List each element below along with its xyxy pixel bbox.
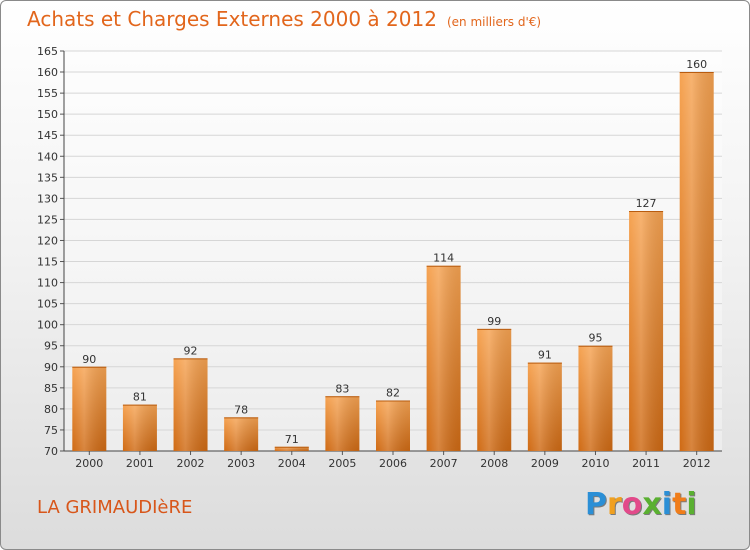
logo-letter: i bbox=[661, 487, 673, 522]
logo-letter: t bbox=[672, 487, 687, 522]
y-tick-label: 75 bbox=[44, 424, 58, 437]
proxiti-logo[interactable]: Proxiti bbox=[585, 487, 697, 522]
x-tick-label: 2010 bbox=[581, 457, 609, 470]
logo-letter: x bbox=[642, 487, 662, 522]
y-tick-label: 85 bbox=[44, 382, 58, 395]
bar-sheen-2009 bbox=[527, 362, 562, 451]
x-tick-label: 2001 bbox=[126, 457, 154, 470]
bar-sheen-2004 bbox=[274, 446, 309, 451]
y-tick-label: 100 bbox=[37, 319, 58, 332]
y-tick-label: 125 bbox=[37, 213, 58, 226]
data-label-2003: 78 bbox=[234, 403, 248, 416]
data-label-2008: 99 bbox=[487, 315, 501, 328]
logo-letter: i bbox=[686, 487, 697, 522]
data-label-2011: 127 bbox=[636, 197, 657, 210]
y-tick-label: 150 bbox=[37, 108, 58, 121]
bar-sheen-2003 bbox=[224, 417, 259, 451]
chart-title: Achats et Charges Externes 2000 à 2012 (e… bbox=[27, 7, 541, 31]
x-tick-label: 2005 bbox=[328, 457, 356, 470]
y-tick-label: 140 bbox=[37, 150, 58, 163]
bar-sheen-2002 bbox=[173, 358, 208, 451]
x-tick-label: 2007 bbox=[430, 457, 458, 470]
bar-sheen-2007 bbox=[426, 265, 461, 451]
x-tick-label: 2012 bbox=[683, 457, 711, 470]
y-tick-label: 145 bbox=[37, 129, 58, 142]
y-tick-label: 115 bbox=[37, 256, 58, 269]
bar-sheen-2011 bbox=[629, 211, 664, 451]
data-label-2002: 92 bbox=[184, 344, 198, 357]
data-label-2006: 82 bbox=[386, 386, 400, 399]
y-tick-label: 130 bbox=[37, 192, 58, 205]
y-tick-label: 80 bbox=[44, 403, 58, 416]
data-label-2012: 160 bbox=[686, 58, 707, 71]
x-tick-label: 2000 bbox=[75, 457, 103, 470]
bar-sheen-2006 bbox=[376, 400, 410, 451]
chart-subtitle: (en milliers d'€) bbox=[446, 15, 542, 29]
data-label-2009: 91 bbox=[538, 349, 552, 362]
bar-sheen-2010 bbox=[578, 345, 613, 451]
y-tick-label: 160 bbox=[37, 66, 58, 79]
y-tick-label: 120 bbox=[37, 234, 58, 247]
data-label-2005: 83 bbox=[335, 382, 349, 395]
y-tick-label: 155 bbox=[37, 87, 58, 100]
x-tick-label: 2006 bbox=[379, 457, 407, 470]
data-labels: 90 81 92 78 71 83 82 114 99 91 95 127 160 bbox=[82, 58, 707, 446]
data-label-2000: 90 bbox=[82, 353, 96, 366]
commune-name: LA GRIMAUDIèRE bbox=[37, 497, 193, 518]
logo-letter: o bbox=[621, 487, 643, 522]
logo-letter: r bbox=[607, 487, 622, 522]
bars bbox=[72, 72, 714, 451]
bar-sheen-2005 bbox=[325, 396, 360, 451]
bar-sheen-2008 bbox=[477, 328, 512, 451]
y-tick-label: 90 bbox=[44, 361, 58, 374]
y-tick-label: 70 bbox=[44, 445, 58, 458]
x-tick-label: 2002 bbox=[177, 457, 205, 470]
y-tick-label: 105 bbox=[37, 298, 58, 311]
x-tick-label: 2009 bbox=[531, 457, 559, 470]
chart-title-text: Achats et Charges Externes 2000 à 2012 bbox=[27, 7, 437, 31]
data-label-2001: 81 bbox=[133, 391, 147, 404]
y-tick-label: 110 bbox=[37, 277, 58, 290]
bar-sheen-2001 bbox=[122, 404, 157, 451]
x-tick-label: 2003 bbox=[227, 457, 255, 470]
bar-sheen-2012 bbox=[679, 72, 714, 451]
x-tick-label: 2008 bbox=[480, 457, 508, 470]
data-label-2007: 114 bbox=[433, 252, 454, 265]
axes: 70 75 80 85 90 95 100 105 110 115 120 125 130 135 140 1… bbox=[37, 45, 722, 470]
data-label-2004: 71 bbox=[285, 433, 299, 446]
bar-sheen-2000 bbox=[72, 366, 107, 451]
y-tick-label: 165 bbox=[37, 45, 58, 58]
y-tick-label: 95 bbox=[44, 340, 58, 353]
x-tick-label: 2004 bbox=[278, 457, 306, 470]
data-label-2010: 95 bbox=[588, 332, 602, 345]
x-tick-label: 2011 bbox=[632, 457, 660, 470]
y-tick-label: 135 bbox=[37, 171, 58, 184]
logo-letter: P bbox=[585, 487, 607, 522]
